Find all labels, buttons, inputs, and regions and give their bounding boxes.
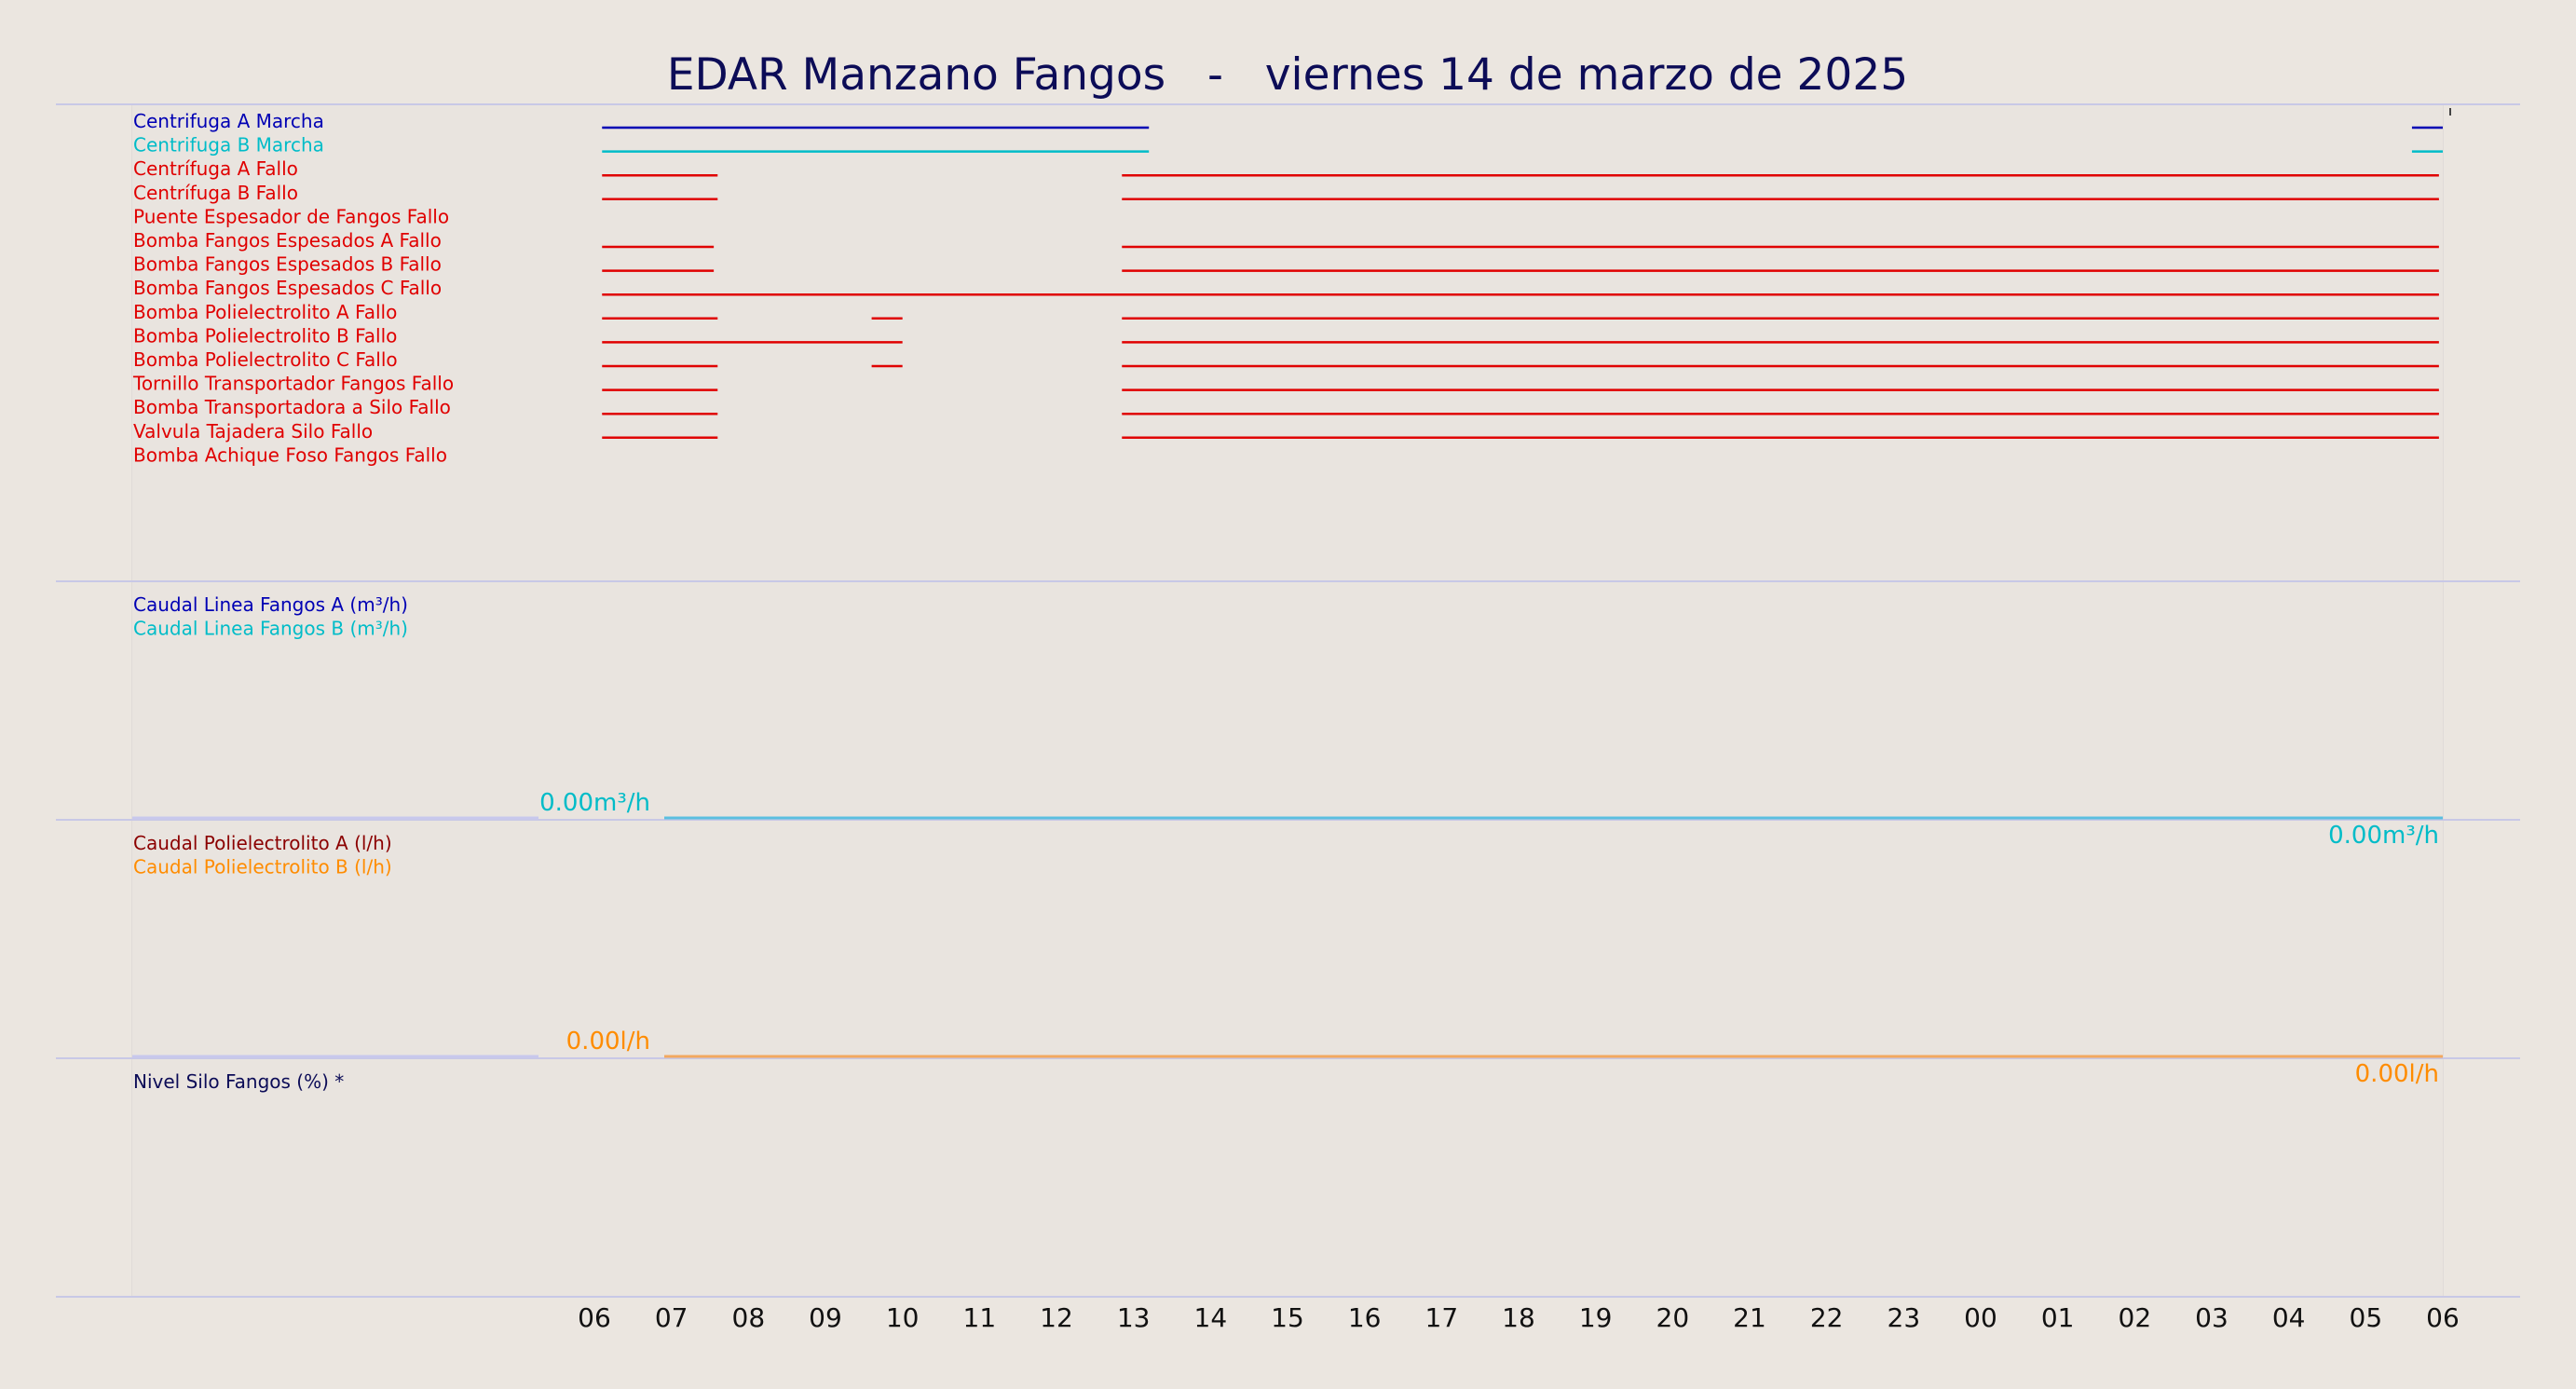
x-tick-label: 14 [1194, 1302, 1228, 1333]
series-label: Caudal Linea Fangos B (m³/h) [133, 618, 408, 640]
x-tick-label: 09 [809, 1302, 842, 1333]
x-tick-label: 11 [963, 1302, 997, 1333]
start-value-label: 0.00l/h [566, 1028, 650, 1055]
x-tick-label: 08 [732, 1302, 766, 1333]
end-value-label: 0.00l/h [2355, 1060, 2439, 1088]
signal-label: Bomba Polielectrolito C Fallo [133, 348, 398, 371]
x-tick-label: 00 [1964, 1302, 1997, 1333]
x-axis: 06 07 08 09 10 11 12 13 14 15 16 17 18 19 20 21 22 23 00 01… [578, 1302, 2460, 1333]
series-label: Caudal Linea Fangos A (m³/h) [133, 593, 408, 616]
x-tick-label: 15 [1271, 1302, 1304, 1333]
signal-label: Bomba Fangos Espesados A Fallo [133, 229, 442, 252]
x-tick-label: 04 [2272, 1302, 2306, 1333]
x-tick-label: 05 [2350, 1302, 2383, 1333]
signal-label: Bomba Transportadora a Silo Fallo [133, 396, 451, 418]
end-value-label: 0.00m³/h [2328, 822, 2439, 850]
x-tick-label: 19 [1579, 1302, 1613, 1333]
series-label: Caudal Polielectrolito A (l/h) [133, 832, 392, 854]
x-tick-label: 18 [1502, 1302, 1535, 1333]
series-label: Caudal Polielectrolito B (l/h) [133, 856, 392, 878]
signal-label: Centrifuga A Marcha [133, 110, 324, 132]
x-tick-label: 16 [1348, 1302, 1382, 1333]
signal-label: Centrífuga B Fallo [133, 182, 298, 204]
x-tick-label: 22 [1810, 1302, 1844, 1333]
panel-area [132, 1058, 2443, 1297]
signal-label: Valvula Tajadera Silo Fallo [133, 420, 373, 443]
x-tick-label: 07 [655, 1302, 688, 1333]
signal-label: Tornillo Transportador Fangos Fallo [132, 373, 454, 395]
start-value-label: 0.00m³/h [539, 789, 650, 817]
x-tick-label: 06 [2426, 1302, 2460, 1333]
x-tick-label: 06 [578, 1302, 611, 1333]
series-layer [132, 126, 2443, 1058]
signal-label: Centrifuga B Marcha [133, 134, 324, 157]
x-tick-label: 03 [2195, 1302, 2228, 1333]
signal-label: Bomba Polielectrolito B Fallo [133, 324, 397, 347]
x-tick-label: 13 [1117, 1302, 1151, 1333]
x-tick-label: 10 [886, 1302, 920, 1333]
x-tick-label: 20 [1656, 1302, 1690, 1333]
signal-label: Bomba Fangos Espesados B Fallo [133, 253, 442, 276]
x-tick-label: 02 [2119, 1302, 2152, 1333]
panel-area [132, 820, 2443, 1058]
chart-title: EDAR Manzano Fangos - viernes 14 de marz… [667, 49, 1908, 101]
x-tick-label: 12 [1040, 1302, 1073, 1333]
panel-area [132, 581, 2443, 820]
signal-label: Bomba Fangos Espesados C Fallo [133, 277, 442, 299]
x-tick-label: 21 [1733, 1302, 1766, 1333]
x-tick-label: 17 [1425, 1302, 1459, 1333]
x-tick-label: 23 [1888, 1302, 1921, 1333]
series-label: Nivel Silo Fangos (%) * [133, 1070, 344, 1093]
signal-label: Centrífuga A Fallo [133, 157, 298, 180]
x-tick-label: 01 [2041, 1302, 2075, 1333]
signal-label: Bomba Achique Foso Fangos Fallo [133, 443, 447, 466]
signal-label: Bomba Polielectrolito A Fallo [133, 301, 397, 323]
signal-label: Puente Espesador de Fangos Fallo [133, 205, 449, 227]
